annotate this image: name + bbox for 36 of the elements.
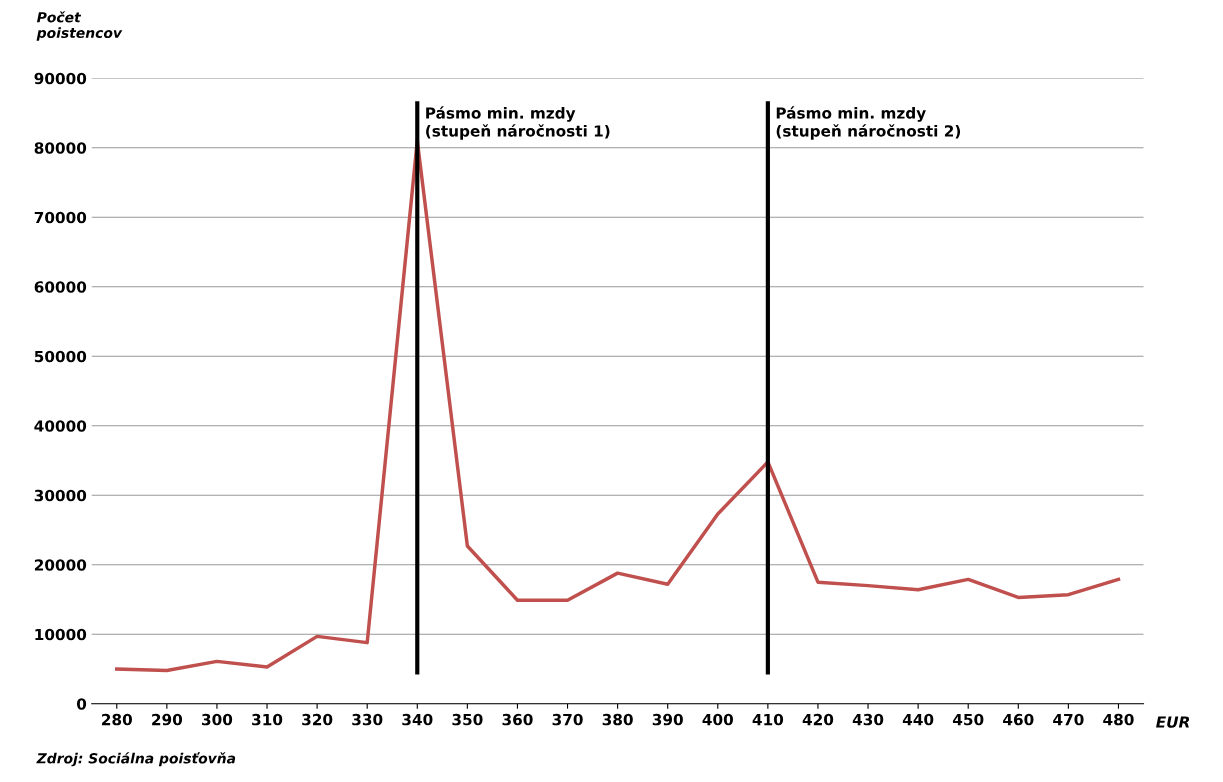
x-tick-label: 440	[902, 713, 934, 726]
x-tick-label: 450	[952, 713, 984, 726]
x-tick-label: 290	[152, 713, 183, 726]
y-tick-label: 10000	[35, 628, 87, 641]
x-tick-label: 420	[802, 713, 834, 726]
ref-line-label: Pásmo min. mzdy (stupeň náročnosti 1)	[426, 106, 610, 140]
y-tick-label: 50000	[34, 350, 87, 363]
x-tick-label: 470	[1053, 713, 1084, 726]
text: Zdroj: Sociálna poisťovňa	[36, 752, 236, 767]
y-tick-label: 40000	[34, 420, 87, 432]
x-tick-label: 480	[1103, 713, 1134, 726]
y-tick-label: 0	[76, 698, 87, 710]
x-tick-label: 360	[502, 713, 533, 726]
y-tick-label: 80000	[34, 142, 87, 154]
ref-line-label: Pásmo min. mzdy (stupeň náročnosti 2)	[776, 106, 961, 140]
y-tick-label: 70000	[34, 211, 87, 224]
x-axis-title: EUR	[1156, 716, 1190, 728]
y-axis-title: Počet poistencov	[36, 11, 123, 41]
x-tick-label: 310	[252, 713, 283, 726]
y-tick-label: 20000	[34, 559, 87, 571]
x-tick-label: 400	[702, 713, 733, 726]
y-tick-label: 60000	[34, 281, 87, 293]
x-tick-label: 300	[202, 713, 233, 726]
x-tick-label: 340	[402, 713, 433, 726]
x-tick-label: 370	[552, 713, 583, 726]
x-tick-label: 430	[852, 713, 884, 726]
y-tick-label: 90000	[34, 72, 87, 85]
x-tick-label: 320	[302, 713, 333, 726]
x-tick-label: 380	[602, 713, 633, 726]
x-tick-label: 390	[652, 713, 683, 726]
x-tick-label: 280	[102, 713, 132, 726]
x-tick-label: 350	[452, 713, 483, 726]
x-tick-label: 460	[1003, 713, 1034, 726]
y-tick-label: 30000	[34, 489, 87, 502]
x-tick-label: 410	[752, 713, 784, 726]
x-tick-label: 330	[352, 713, 383, 726]
